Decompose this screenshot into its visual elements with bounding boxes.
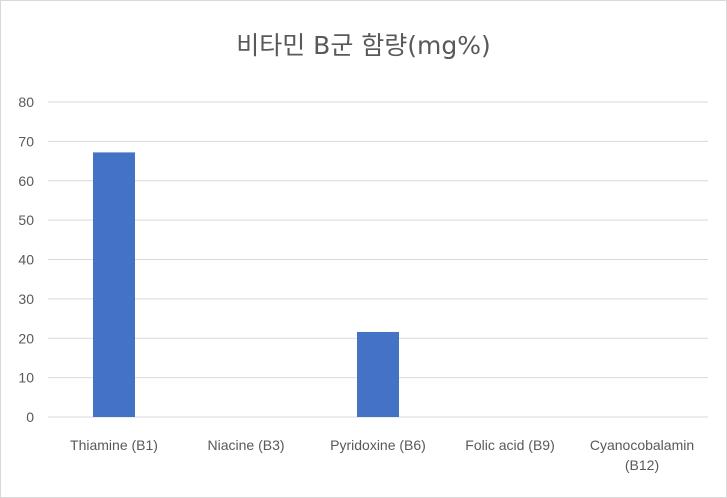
y-tick-label: 70 (18, 133, 34, 149)
x-category-label: Pyridoxine (B6) (330, 437, 426, 453)
y-tick-label: 20 (18, 330, 34, 346)
y-axis-ticks: 0 10 20 30 40 50 60 70 80 (18, 94, 34, 425)
y-tick-label: 10 (18, 370, 34, 386)
y-tick-label: 40 (18, 252, 34, 268)
x-category-label: Niacine (B3) (207, 437, 284, 453)
x-category-label: Cyanocobalamin (B12) (590, 437, 694, 473)
chart-title: 비타민 B군 함량(mg%) (236, 31, 491, 60)
y-tick-label: 50 (18, 212, 34, 228)
x-axis-labels: Thiamine (B1) Niacine (B3) Pyridoxine (B6)… (70, 437, 694, 473)
bar-3 (357, 331, 399, 417)
x-category-label: Folic acid (B9) (465, 437, 554, 453)
x-category-label: Thiamine (B1) (70, 437, 158, 453)
y-tick-label: 60 (18, 173, 34, 189)
y-tick-label: 30 (18, 291, 34, 307)
y-tick-label: 0 (26, 409, 34, 425)
bar-1 (93, 152, 135, 417)
y-tick-label: 80 (18, 94, 34, 110)
bars (93, 152, 399, 417)
